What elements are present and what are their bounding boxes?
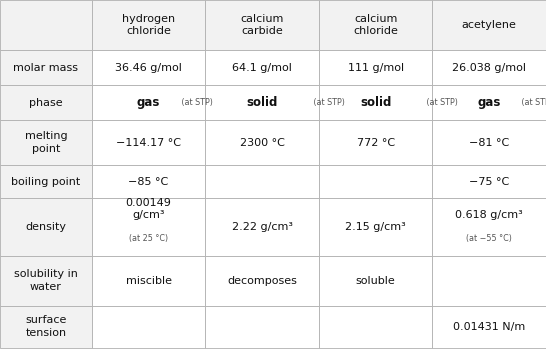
Bar [205, 50, 319, 85]
Text: 2.15 g/cm³: 2.15 g/cm³ [345, 222, 406, 232]
Text: calcium
carbide: calcium carbide [240, 14, 284, 36]
Text: (at −55 °C): (at −55 °C) [466, 234, 512, 243]
Bar [319, 120, 432, 165]
Text: gas: gas [478, 96, 501, 109]
Bar [92, 306, 205, 348]
Text: 0.00149
g/cm³: 0.00149 g/cm³ [126, 198, 171, 220]
Text: boiling point: boiling point [11, 177, 80, 187]
Bar [319, 256, 432, 306]
Bar [92, 0, 205, 50]
Bar [205, 306, 319, 348]
Text: phase: phase [29, 98, 63, 108]
Text: 111 g/mol: 111 g/mol [348, 63, 403, 72]
Bar [92, 120, 205, 165]
Bar [319, 198, 432, 256]
Text: −85 °C: −85 °C [128, 177, 169, 187]
Text: (at STP): (at STP) [519, 98, 546, 107]
Text: soluble: soluble [356, 275, 395, 286]
Bar [0, 85, 92, 120]
Bar [0, 198, 92, 256]
Bar [0, 0, 92, 50]
Bar [432, 165, 546, 198]
Text: acetylene: acetylene [462, 20, 517, 30]
Bar [92, 256, 205, 306]
Bar [0, 120, 92, 165]
Bar [319, 85, 432, 120]
Text: miscible: miscible [126, 275, 171, 286]
Text: gas: gas [137, 96, 160, 109]
Bar [92, 198, 205, 256]
Text: 0.618 g/cm³: 0.618 g/cm³ [455, 210, 523, 220]
Bar [432, 256, 546, 306]
Bar [432, 85, 546, 120]
Text: molar mass: molar mass [13, 63, 79, 72]
Text: melting
point: melting point [25, 131, 67, 154]
Text: solubility in
water: solubility in water [14, 269, 78, 292]
Bar [0, 50, 92, 85]
Bar [205, 198, 319, 256]
Bar [432, 0, 546, 50]
Text: surface
tension: surface tension [25, 315, 67, 338]
Text: 772 °C: 772 °C [357, 138, 395, 148]
Text: density: density [25, 222, 67, 232]
Bar [92, 85, 205, 120]
Text: 64.1 g/mol: 64.1 g/mol [232, 63, 292, 72]
Bar [432, 198, 546, 256]
Text: hydrogen
chloride: hydrogen chloride [122, 14, 175, 36]
Bar [205, 85, 319, 120]
Text: (at STP): (at STP) [179, 98, 212, 107]
Text: 0.01431 N/m: 0.01431 N/m [453, 321, 525, 332]
Bar [432, 50, 546, 85]
Text: 36.46 g/mol: 36.46 g/mol [115, 63, 182, 72]
Text: (at STP): (at STP) [311, 98, 345, 107]
Bar [92, 165, 205, 198]
Text: 2300 °C: 2300 °C [240, 138, 284, 148]
Bar [205, 120, 319, 165]
Bar [205, 165, 319, 198]
Bar [92, 50, 205, 85]
Text: −81 °C: −81 °C [469, 138, 509, 148]
Text: −75 °C: −75 °C [469, 177, 509, 187]
Bar [432, 120, 546, 165]
Text: 26.038 g/mol: 26.038 g/mol [452, 63, 526, 72]
Bar [319, 0, 432, 50]
Text: (at STP): (at STP) [424, 98, 458, 107]
Text: solid: solid [246, 96, 278, 109]
Bar [205, 0, 319, 50]
Bar [0, 165, 92, 198]
Bar [319, 50, 432, 85]
Text: decomposes: decomposes [227, 275, 297, 286]
Bar [205, 256, 319, 306]
Bar [319, 306, 432, 348]
Text: (at 25 °C): (at 25 °C) [129, 234, 168, 243]
Text: calcium
chloride: calcium chloride [353, 14, 398, 36]
Bar [432, 306, 546, 348]
Text: −114.17 °C: −114.17 °C [116, 138, 181, 148]
Text: 2.22 g/cm³: 2.22 g/cm³ [232, 222, 293, 232]
Bar [319, 165, 432, 198]
Bar [0, 256, 92, 306]
Text: solid: solid [360, 96, 391, 109]
Bar [0, 306, 92, 348]
